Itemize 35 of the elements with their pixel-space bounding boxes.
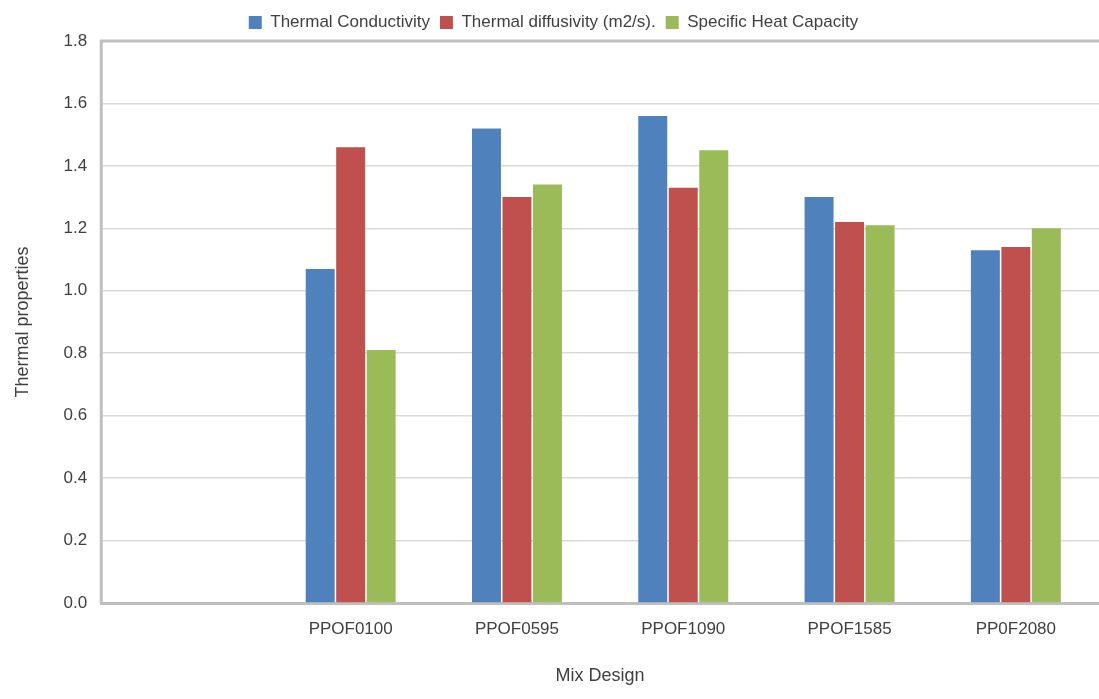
y-tick-label: 0.0 — [63, 592, 88, 612]
x-axis-title: Mix Design — [555, 665, 645, 686]
bar — [305, 268, 335, 603]
x-tick-label: PPOF1585 — [807, 618, 892, 638]
bar — [865, 225, 895, 603]
bar — [1001, 247, 1031, 603]
bar — [472, 128, 501, 603]
y-axis-title: Thermal properties — [11, 246, 32, 398]
y-tick-label: 0.4 — [63, 467, 88, 487]
bar — [502, 197, 532, 603]
y-tick-label: 1.8 — [63, 30, 88, 50]
y-tick-label: 0.2 — [63, 530, 88, 550]
legend-label: Specific Heat Capacity — [687, 12, 859, 32]
y-tick-label: 1.2 — [63, 218, 88, 238]
y-tick-label: 0.6 — [63, 405, 88, 425]
y-tick-label: 0.8 — [63, 342, 88, 362]
bar — [1031, 228, 1061, 603]
y-tick-label: 1.6 — [63, 93, 88, 113]
x-tick-label: PPOF1090 — [641, 618, 726, 638]
bar — [532, 184, 562, 603]
bar — [668, 187, 698, 603]
y-tick-label: 1.0 — [63, 280, 88, 300]
bar — [336, 147, 366, 603]
y-tick-label: 1.4 — [63, 155, 88, 175]
bar — [804, 197, 834, 603]
legend-label: Thermal Conductivity — [270, 12, 431, 32]
bar — [835, 222, 865, 603]
bar — [366, 350, 396, 603]
legend-label: Thermal diffusivity (m2/s). — [461, 12, 656, 32]
x-tick-label: PPOF0595 — [474, 618, 560, 638]
x-tick-label: PP0F2080 — [975, 618, 1057, 638]
bar — [638, 115, 668, 603]
bar — [699, 150, 729, 603]
x-tick-label: PPOF0100 — [308, 618, 393, 638]
bar — [970, 250, 1000, 603]
